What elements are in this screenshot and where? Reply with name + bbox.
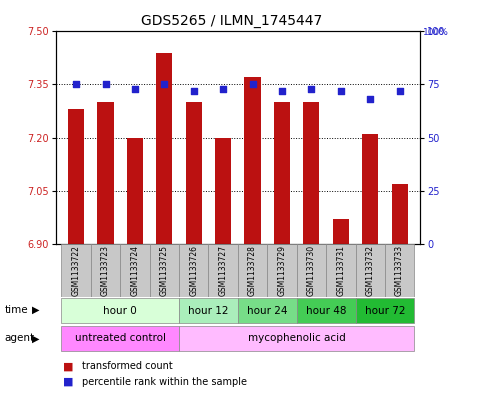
Text: GSM1133724: GSM1133724 xyxy=(130,245,140,296)
Bar xyxy=(392,184,408,244)
Bar xyxy=(355,298,414,323)
Bar xyxy=(297,244,326,297)
Bar xyxy=(333,219,349,244)
Text: GSM1133729: GSM1133729 xyxy=(278,245,286,296)
Point xyxy=(337,88,345,94)
Bar xyxy=(209,244,238,297)
Text: hour 0: hour 0 xyxy=(103,306,137,316)
Bar xyxy=(244,77,261,244)
Bar xyxy=(274,102,290,244)
Bar xyxy=(303,102,319,244)
Bar xyxy=(238,244,267,297)
Text: 100%: 100% xyxy=(423,28,449,37)
Text: GSM1133727: GSM1133727 xyxy=(219,245,227,296)
Bar xyxy=(127,138,143,244)
Bar xyxy=(98,102,114,244)
Bar xyxy=(385,244,414,297)
Bar xyxy=(297,298,355,323)
Bar xyxy=(68,109,84,244)
Text: GSM1133731: GSM1133731 xyxy=(336,245,345,296)
Text: GSM1133722: GSM1133722 xyxy=(71,245,81,296)
Text: ▶: ▶ xyxy=(32,305,40,315)
Text: percentile rank within the sample: percentile rank within the sample xyxy=(82,377,247,387)
Text: GSM1133723: GSM1133723 xyxy=(101,245,110,296)
Text: hour 12: hour 12 xyxy=(188,306,229,316)
Bar xyxy=(120,244,150,297)
Text: time: time xyxy=(5,305,28,315)
Bar xyxy=(61,298,179,323)
Bar xyxy=(362,134,378,244)
Text: mycophenolic acid: mycophenolic acid xyxy=(248,333,345,343)
Point xyxy=(72,81,80,88)
Point xyxy=(219,86,227,92)
Bar xyxy=(61,244,91,297)
Bar xyxy=(326,244,355,297)
Bar xyxy=(61,326,179,351)
Point xyxy=(131,86,139,92)
Point xyxy=(160,81,168,88)
Text: hour 72: hour 72 xyxy=(365,306,405,316)
Text: ■: ■ xyxy=(63,361,73,371)
Text: GDS5265 / ILMN_1745447: GDS5265 / ILMN_1745447 xyxy=(141,14,323,28)
Text: agent: agent xyxy=(5,333,35,343)
Text: ▶: ▶ xyxy=(32,333,40,343)
Text: GSM1133732: GSM1133732 xyxy=(366,245,375,296)
Bar xyxy=(267,244,297,297)
Bar xyxy=(238,298,297,323)
Text: GSM1133725: GSM1133725 xyxy=(160,245,169,296)
Text: hour 24: hour 24 xyxy=(247,306,287,316)
Text: GSM1133730: GSM1133730 xyxy=(307,244,316,296)
Text: GSM1133726: GSM1133726 xyxy=(189,245,198,296)
Bar xyxy=(91,244,120,297)
Bar xyxy=(185,102,202,244)
Text: GSM1133733: GSM1133733 xyxy=(395,244,404,296)
Point xyxy=(278,88,286,94)
Text: hour 48: hour 48 xyxy=(306,306,346,316)
Text: transformed count: transformed count xyxy=(82,361,173,371)
Point xyxy=(308,86,315,92)
Point xyxy=(190,88,198,94)
Point xyxy=(366,96,374,103)
Text: untreated control: untreated control xyxy=(75,333,166,343)
Bar xyxy=(215,138,231,244)
Point xyxy=(396,88,403,94)
Bar xyxy=(179,326,414,351)
Bar xyxy=(179,298,238,323)
Text: ■: ■ xyxy=(63,377,73,387)
Bar xyxy=(150,244,179,297)
Bar xyxy=(179,244,209,297)
Bar xyxy=(156,53,172,244)
Text: GSM1133728: GSM1133728 xyxy=(248,245,257,296)
Point xyxy=(249,81,256,88)
Bar xyxy=(355,244,385,297)
Point xyxy=(102,81,110,88)
